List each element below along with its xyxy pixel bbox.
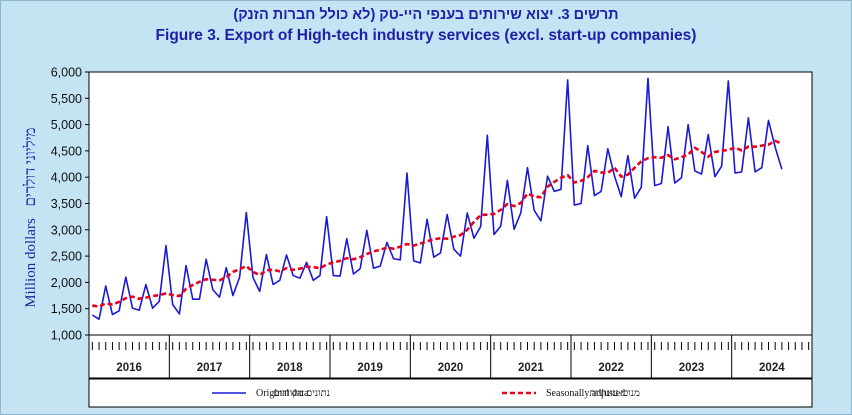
y-tick-label: 1,000 — [51, 329, 82, 343]
y-tick-label: 2,500 — [51, 250, 82, 264]
legend-box — [88, 378, 813, 408]
y-axis-label-hebrew: מיליוני דולרים — [22, 127, 39, 206]
y-tick-label: 2,000 — [51, 276, 82, 290]
plot-area — [88, 71, 813, 336]
chart-title-hebrew: תרשים 3. יצוא שירותים בענפי היי-טק (לא כ… — [233, 7, 619, 23]
y-tick-label: 5,500 — [51, 92, 82, 106]
series-seasonal-line — [92, 139, 783, 308]
x-year-label: 2020 — [438, 362, 464, 374]
y-tick-label: 3,500 — [51, 197, 82, 211]
legend-original-he: נתונים מקוריים — [273, 388, 330, 399]
y-tick-label: 5,000 — [51, 118, 82, 132]
y-tick-label: 6,000 — [51, 66, 82, 80]
x-year-label: 2021 — [518, 362, 544, 374]
series-original-line — [91, 77, 783, 321]
legend-seasonal-he: מנוכי עונתיות — [589, 388, 640, 399]
x-year-label: 2016 — [116, 362, 142, 374]
y-tick-label: 4,500 — [51, 144, 82, 158]
x-year-label: 2017 — [197, 362, 223, 374]
y-axis-label-english: Million dollars — [23, 218, 39, 308]
y-tick-label: 4,000 — [51, 171, 82, 185]
series-group — [91, 77, 783, 321]
x-year-label: 2019 — [357, 362, 383, 374]
x-year-label: 2023 — [679, 362, 705, 374]
legend-original-en: Original data — [256, 388, 309, 399]
x-year-label: 2018 — [277, 362, 303, 374]
x-year-label: 2022 — [598, 362, 624, 374]
y-axis: 1,000 1,500 2,000 2,500 3,000 3,500 4,000 4,500… — [51, 66, 89, 343]
legend-seasonal-en: Seasonally adjusted — [546, 388, 625, 399]
x-axis-year-band — [88, 334, 813, 379]
y-tick-label: 1,500 — [51, 302, 82, 316]
x-axis-ticks: 2016 2017 2018 2019 2020 2021 2022 2023 2024 — [91, 335, 810, 378]
x-year-label: 2024 — [759, 362, 785, 374]
chart-title-english: Figure 3. Export of High-tech industry s… — [155, 27, 697, 44]
y-tick-label: 3,000 — [51, 223, 82, 237]
